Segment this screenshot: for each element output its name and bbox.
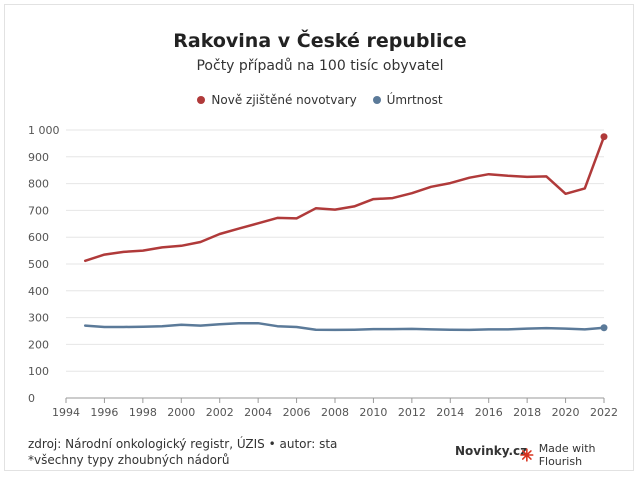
y-tick-label: 300	[28, 312, 49, 325]
y-tick-label: 600	[28, 231, 49, 244]
legend-label-incidence: Nově zjištěné novotvary	[211, 93, 357, 107]
flourish-icon	[520, 448, 534, 462]
flourish-label: Made with Flourish	[538, 442, 596, 468]
x-axis: 1994 1996 1998 2000 2002 2004 2006 2008 2010 2012…	[52, 398, 618, 419]
x-tick-label: 2004	[244, 406, 272, 419]
series-endpoint-mortality[interactable]	[600, 324, 608, 332]
x-tick-label: 1998	[129, 406, 157, 419]
chart-subtitle: Počty případů na 100 tisíc obyvatel	[196, 58, 444, 74]
chart-frame	[4, 4, 634, 471]
legend-swatch-incidence	[197, 96, 206, 104]
y-tick-label: 200	[28, 338, 49, 351]
x-tick-label: 2000	[167, 406, 195, 419]
y-tick-label: 100	[28, 365, 49, 378]
x-tick-label: 2002	[206, 406, 234, 419]
y-tick-label: 0	[28, 392, 35, 405]
y-tick-label: 1 000	[28, 124, 60, 137]
x-tick-label: 2016	[475, 406, 503, 419]
legend-item-mortality[interactable]: Úmrtnost	[372, 93, 443, 107]
x-tick-label: 2006	[283, 406, 311, 419]
x-tick-label: 2018	[513, 406, 541, 419]
x-tick-label: 2012	[398, 406, 426, 419]
legend-label-mortality: Úmrtnost	[386, 93, 443, 107]
legend[interactable]: Nově zjištěné novotvary Úmrtnost	[0, 93, 640, 107]
y-tick-label: 500	[28, 258, 49, 271]
footer: zdroj: Národní onkologický registr, ÚZIS…	[28, 436, 337, 468]
footnote: *všechny typy zhoubných nádorů	[28, 453, 230, 467]
x-tick-label: 2022	[590, 406, 618, 419]
legend-item-incidence[interactable]: Nově zjištěné novotvary	[197, 93, 357, 107]
y-tick-label: 800	[28, 178, 49, 191]
chart-title: Rakovina v České republice	[173, 30, 467, 52]
y-tick-label: 900	[28, 151, 49, 164]
y-tick-label: 700	[28, 204, 49, 217]
source-note: zdroj: Národní onkologický registr, ÚZIS…	[28, 437, 338, 451]
flourish-credit[interactable]: Made with Flourish	[520, 442, 640, 468]
legend-swatch-mortality	[372, 96, 381, 104]
novinky-logo[interactable]: Novinky.cz	[455, 444, 528, 458]
x-tick-label: 2010	[359, 406, 387, 419]
x-tick-label: 2008	[321, 406, 349, 419]
x-tick-label: 1994	[52, 406, 80, 419]
y-axis: 0 100 200 300 400 500 600 700 800 900 1 000	[28, 124, 60, 405]
series-group	[83, 133, 608, 332]
x-tick-label: 2014	[436, 406, 464, 419]
series-line-incidence[interactable]	[83, 135, 606, 263]
grid	[66, 129, 604, 399]
series-line-mortality[interactable]	[83, 321, 606, 332]
series-endpoint-incidence[interactable]	[600, 133, 608, 141]
y-tick-label: 400	[28, 285, 49, 298]
x-tick-label: 1996	[90, 406, 118, 419]
x-tick-label: 2020	[552, 406, 580, 419]
